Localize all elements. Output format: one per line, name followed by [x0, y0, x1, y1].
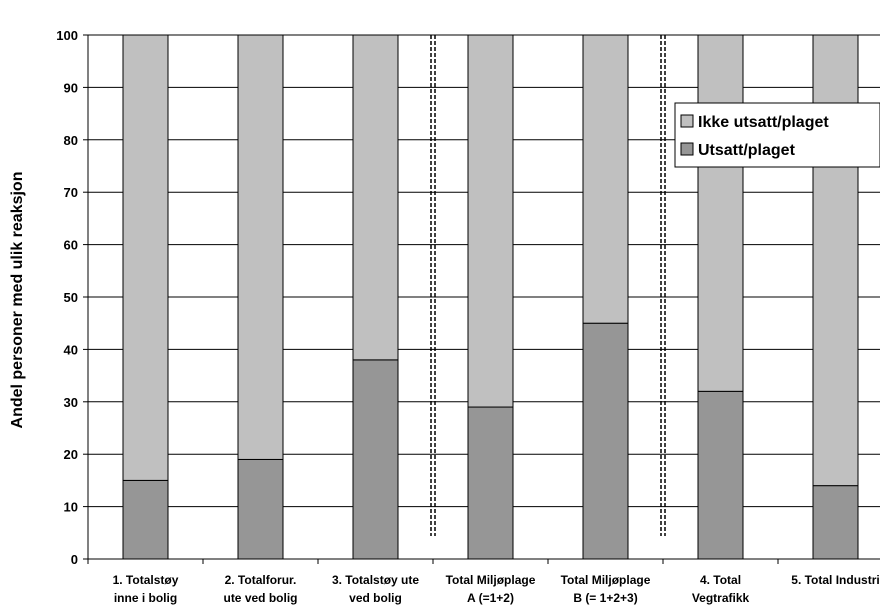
- y-tick-label: 70: [64, 185, 78, 200]
- x-tick-label: Total Miljøplage: [446, 573, 536, 587]
- y-tick-label: 30: [64, 395, 78, 410]
- y-tick-label: 60: [64, 238, 78, 253]
- bar-utsatt: [467, 406, 514, 560]
- bar-utsatt: [697, 390, 744, 560]
- y-tick-label: 90: [64, 80, 78, 95]
- bar-utsatt: [122, 479, 169, 560]
- legend-swatch: [680, 142, 694, 156]
- legend: Ikke utsatt/plaget Utsatt/plaget: [674, 102, 880, 168]
- bar-utsatt: [352, 359, 399, 560]
- x-tick-label: 4. Total: [700, 573, 741, 587]
- x-tick-label: 1. Totalstøy: [113, 573, 179, 587]
- separators: [430, 35, 666, 536]
- x-tick-label: inne i bolig: [114, 591, 177, 605]
- bar-utsatt: [582, 322, 629, 560]
- bar-utsatt: [812, 485, 859, 560]
- x-tick-label: 3. Totalstøy ute: [332, 573, 419, 587]
- x-tick-label: Total Miljøplage: [561, 573, 651, 587]
- axes: [83, 34, 880, 564]
- bars: [122, 34, 859, 560]
- bar-ikke-utsatt: [352, 34, 399, 361]
- y-tick-labels: 0 10 20 30 40 50 60 70 80 90 100: [56, 28, 78, 567]
- y-tick-label: 0: [71, 552, 78, 567]
- bar-ikke-utsatt: [467, 34, 514, 408]
- legend-label: Utsatt/plaget: [698, 142, 796, 159]
- legend-label: Ikke utsatt/plaget: [698, 114, 829, 131]
- bar-ikke-utsatt: [582, 34, 629, 324]
- y-tick-label: 20: [64, 447, 78, 462]
- bar-ikke-utsatt: [697, 34, 744, 392]
- legend-swatch: [680, 114, 694, 128]
- y-tick-label: 40: [64, 342, 78, 357]
- y-tick-label: 50: [64, 290, 78, 305]
- x-tick-labels: 1. Totalstøy inne i bolig 2. Totalforur. ut…: [113, 573, 880, 605]
- y-axis-label: Andel personer med ulik reaksjon: [9, 172, 26, 429]
- x-tick-label: 2. Totalforur.: [225, 573, 297, 587]
- x-tick-label: A (=1+2): [467, 591, 514, 605]
- x-tick-label: 5. Total Industri: [791, 573, 879, 587]
- y-tick-label: 100: [56, 28, 78, 43]
- x-tick-label: ute ved bolig: [223, 591, 297, 605]
- x-tick-label: Vegtrafikk: [692, 591, 750, 605]
- bar-utsatt: [237, 458, 284, 560]
- x-tick-label: ved bolig: [349, 591, 402, 605]
- legend-box: [674, 102, 880, 168]
- x-tick-label: B (= 1+2+3): [573, 591, 637, 605]
- bar-ikke-utsatt: [122, 34, 169, 481]
- y-tick-label: 80: [64, 133, 78, 148]
- bar-ikke-utsatt: [237, 34, 284, 460]
- y-tick-label: 10: [64, 500, 78, 515]
